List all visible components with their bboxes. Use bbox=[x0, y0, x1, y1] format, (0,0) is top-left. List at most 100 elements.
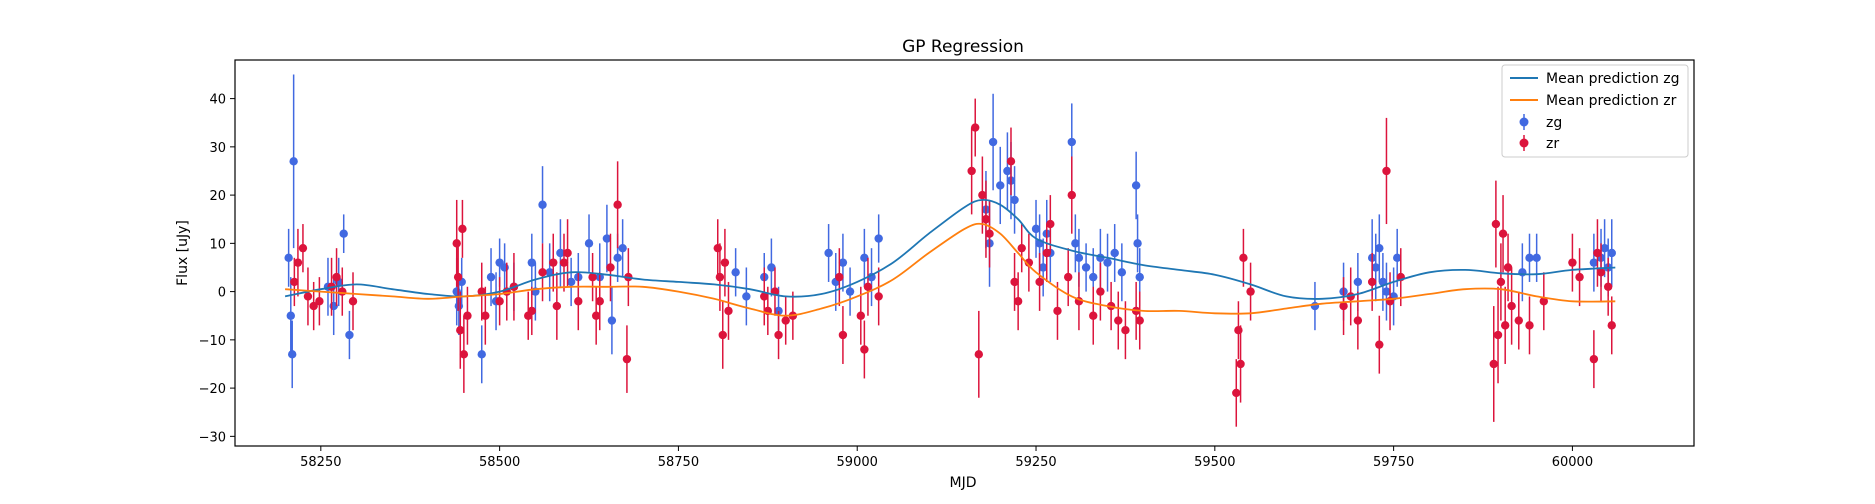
zg-data-point bbox=[538, 200, 547, 209]
zr-data-point bbox=[1246, 287, 1255, 296]
zg-data-point bbox=[1133, 239, 1142, 248]
zr-data-point bbox=[715, 272, 725, 282]
zg-data-point bbox=[1089, 272, 1098, 282]
zg-data-point bbox=[486, 272, 496, 282]
zr-data-point bbox=[1500, 321, 1510, 330]
zg-data-point bbox=[1074, 253, 1084, 263]
zr-data-point bbox=[981, 215, 991, 224]
zr-data-point bbox=[720, 258, 730, 267]
zg-data-point bbox=[1038, 263, 1048, 272]
y-tick-label: 0 bbox=[218, 286, 226, 301]
zr-data-point bbox=[1489, 359, 1498, 369]
zr-data-point bbox=[1035, 277, 1044, 287]
legend-swatch-zg bbox=[1519, 114, 1529, 130]
zg-data-point bbox=[1103, 258, 1112, 267]
zr-data-point bbox=[456, 326, 465, 335]
zr-data-point bbox=[718, 330, 727, 340]
y-tick-label: 40 bbox=[209, 93, 226, 108]
zg-data-point bbox=[767, 263, 776, 272]
zg-data-point bbox=[731, 268, 740, 277]
zr-data-point bbox=[781, 316, 790, 325]
zr-data-point bbox=[1234, 326, 1243, 335]
x-tick-label: 59000 bbox=[837, 455, 878, 470]
zr-data-point bbox=[1006, 157, 1016, 166]
y-tick-label: 20 bbox=[209, 189, 226, 204]
mean-prediction-zr-line bbox=[285, 222, 1616, 317]
legend-label-mean-zr: Mean prediction zr bbox=[1546, 93, 1677, 109]
zr-data-point bbox=[967, 166, 976, 176]
x-tick-label: 58250 bbox=[300, 455, 341, 470]
zr-data-point bbox=[452, 239, 461, 248]
zr-data-point bbox=[760, 292, 769, 301]
zr-observations bbox=[290, 98, 1616, 427]
zr-data-point bbox=[1096, 287, 1105, 296]
zg-data-point bbox=[838, 258, 848, 267]
zr-data-point bbox=[588, 272, 597, 282]
zr-data-point bbox=[606, 263, 615, 272]
zr-data-point bbox=[527, 306, 537, 316]
zr-data-point bbox=[1239, 253, 1248, 263]
zg-data-point bbox=[1392, 253, 1402, 263]
zr-data-point bbox=[1593, 248, 1602, 258]
zg-data-point bbox=[284, 253, 293, 263]
zr-data-point bbox=[863, 282, 873, 291]
legend-box bbox=[1501, 64, 1689, 158]
zg-data-point bbox=[500, 263, 509, 272]
zg-data-point bbox=[1071, 239, 1080, 248]
zr-data-point bbox=[293, 258, 303, 267]
zg-data-point bbox=[345, 330, 354, 340]
zr-data-point bbox=[1375, 340, 1384, 349]
zr-data-point bbox=[1382, 166, 1391, 176]
zr-data-point bbox=[978, 190, 987, 200]
zr-data-point bbox=[595, 297, 604, 306]
zr-data-point bbox=[495, 297, 504, 306]
legend-label-zg: zg bbox=[1546, 115, 1562, 131]
zr-data-point bbox=[458, 224, 467, 234]
zg-data-point bbox=[339, 229, 348, 238]
zr-data-point bbox=[559, 258, 569, 267]
zr-data-point bbox=[1010, 277, 1019, 287]
zg-data-point bbox=[742, 292, 751, 301]
zr-data-point bbox=[1503, 263, 1513, 272]
zr-data-point bbox=[574, 297, 583, 306]
y-axis-ticks: −30 −20 −10 0 10 20 30 40 bbox=[199, 93, 235, 445]
zg-data-point bbox=[584, 239, 594, 248]
zg-data-point bbox=[1532, 253, 1541, 263]
zr-data-point bbox=[1024, 258, 1034, 267]
zg-data-point bbox=[845, 287, 855, 296]
zr-data-point bbox=[1596, 268, 1606, 277]
zr-data-point bbox=[1339, 301, 1348, 311]
zg-observations bbox=[284, 74, 1616, 389]
x-tick-label: 58500 bbox=[479, 455, 520, 470]
y-tick-label: −20 bbox=[199, 382, 226, 397]
zg-data-point bbox=[1607, 248, 1616, 258]
zg-data-point bbox=[988, 137, 998, 147]
plot-area bbox=[284, 74, 1616, 427]
mean-prediction-zg-line bbox=[284, 198, 1616, 300]
zr-data-point bbox=[1496, 277, 1506, 287]
zr-data-point bbox=[835, 272, 844, 282]
zg-data-point bbox=[602, 234, 612, 243]
zr-data-point bbox=[1525, 321, 1534, 330]
zg-data-point bbox=[824, 248, 833, 258]
zg-data-point bbox=[1600, 243, 1609, 253]
plot-frame bbox=[234, 59, 1695, 447]
zg-data-point bbox=[1067, 137, 1076, 147]
zr-data-point bbox=[1514, 316, 1523, 325]
mean-prediction-lines bbox=[284, 198, 1616, 317]
zr-data-point bbox=[856, 311, 865, 320]
zr-data-point bbox=[1498, 229, 1508, 238]
zg-data-point bbox=[556, 248, 565, 258]
y-tick-label: 30 bbox=[209, 141, 226, 156]
zr-data-point bbox=[1046, 219, 1055, 229]
zg-data-point bbox=[1589, 258, 1599, 267]
zg-data-point bbox=[1371, 263, 1380, 272]
zr-data-point bbox=[1507, 301, 1516, 311]
zr-data-point bbox=[1135, 316, 1144, 325]
zr-data-point bbox=[538, 268, 547, 277]
zg-data-point bbox=[1003, 166, 1012, 176]
zr-data-point bbox=[332, 272, 341, 282]
zr-data-point bbox=[348, 297, 358, 306]
legend: Mean prediction zg Mean prediction zr zg… bbox=[1501, 64, 1689, 158]
